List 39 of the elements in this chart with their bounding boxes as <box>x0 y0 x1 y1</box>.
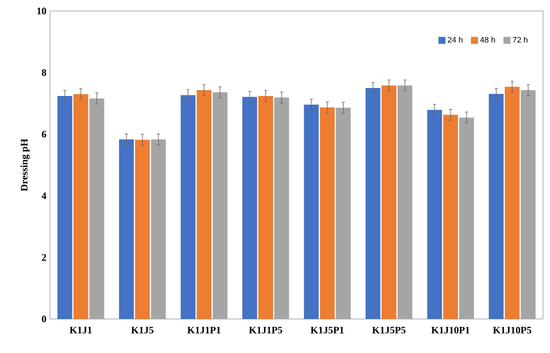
y-tick-label: 10 <box>37 8 46 14</box>
bar <box>304 104 319 319</box>
bar <box>488 94 504 319</box>
bar <box>242 96 258 319</box>
x-tick-label: K1J10P5 <box>492 326 532 334</box>
bar <box>336 108 351 319</box>
bar <box>504 86 520 319</box>
y-tick-label: 0 <box>42 316 46 322</box>
bar <box>459 118 474 319</box>
x-tick-label: K1J10P1 <box>431 326 470 334</box>
x-tick-label: K1J1P5 <box>248 326 282 334</box>
bar <box>398 86 412 319</box>
y-axis-title: Dressing pH <box>20 138 30 192</box>
y-tick-label: 4 <box>42 192 46 200</box>
x-tick-label: K1J5P5 <box>372 326 406 334</box>
x-tick-label: K1J1P1 <box>187 326 220 334</box>
bar <box>320 107 335 319</box>
bar <box>73 94 88 319</box>
bar <box>212 92 228 319</box>
y-tick-label: 6 <box>42 130 46 138</box>
bar <box>89 98 104 319</box>
bar <box>196 90 212 319</box>
bar <box>443 114 458 319</box>
bar <box>135 140 150 319</box>
bar <box>366 88 380 319</box>
bar <box>382 86 396 319</box>
bar <box>180 95 196 319</box>
bar <box>151 139 166 319</box>
bar <box>119 139 134 319</box>
x-tick-label: K1J5P1 <box>310 326 344 334</box>
y-tick-label: 8 <box>42 69 46 76</box>
bar <box>57 96 72 319</box>
y-tick-label: 2 <box>42 254 46 261</box>
bar <box>427 110 442 319</box>
bar <box>258 96 274 319</box>
x-tick-label: K1J5 <box>131 326 154 334</box>
x-tick-label: K1J1 <box>70 326 92 334</box>
bar <box>520 90 536 319</box>
bar <box>274 98 290 319</box>
